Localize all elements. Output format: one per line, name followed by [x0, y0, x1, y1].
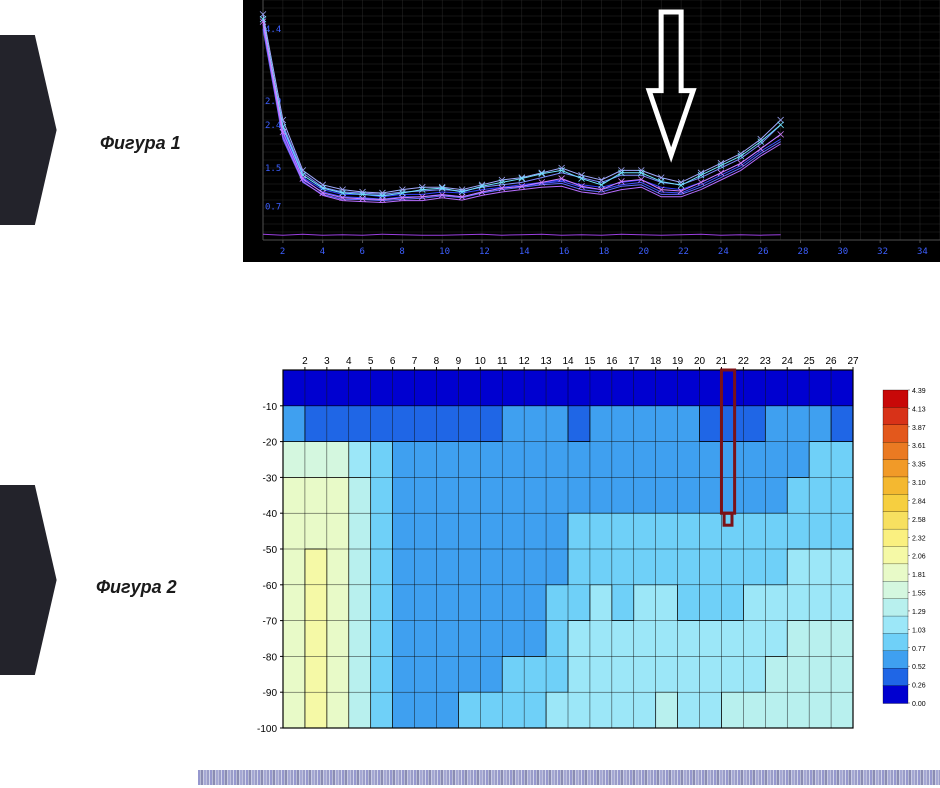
svg-text:2.58: 2.58	[912, 517, 926, 524]
svg-text:4.4: 4.4	[265, 25, 281, 35]
svg-text:6: 6	[390, 356, 396, 367]
svg-text:-20: -20	[263, 438, 278, 449]
svg-text:11: 11	[497, 356, 508, 367]
svg-text:20: 20	[694, 356, 706, 367]
figure-1-label: Фигура 1	[100, 133, 181, 154]
svg-text:22: 22	[678, 247, 689, 257]
svg-text:3.87: 3.87	[912, 425, 926, 432]
svg-text:8: 8	[399, 247, 404, 257]
svg-text:21: 21	[716, 356, 728, 367]
svg-text:3.10: 3.10	[912, 480, 926, 487]
svg-text:-60: -60	[263, 581, 278, 592]
svg-text:26: 26	[758, 247, 769, 257]
svg-text:3: 3	[324, 356, 330, 367]
svg-text:12: 12	[479, 247, 490, 257]
svg-text:7: 7	[412, 356, 418, 367]
svg-text:-50: -50	[263, 545, 278, 556]
svg-text:15: 15	[584, 356, 596, 367]
svg-text:10: 10	[475, 356, 487, 367]
svg-text:-30: -30	[263, 473, 278, 484]
svg-text:22: 22	[738, 356, 750, 367]
svg-text:13: 13	[541, 356, 553, 367]
svg-text:5: 5	[368, 356, 374, 367]
svg-text:32: 32	[877, 247, 888, 257]
svg-text:2.32: 2.32	[912, 535, 926, 542]
svg-text:26: 26	[826, 356, 838, 367]
svg-text:1.5: 1.5	[265, 164, 281, 174]
svg-text:4.39: 4.39	[912, 388, 926, 395]
svg-text:1.81: 1.81	[912, 572, 926, 579]
pentagon-marker-2	[0, 485, 60, 675]
svg-text:16: 16	[606, 356, 618, 367]
svg-text:23: 23	[760, 356, 772, 367]
svg-text:18: 18	[598, 247, 609, 257]
svg-text:19: 19	[672, 356, 684, 367]
svg-text:34: 34	[917, 247, 928, 257]
pentagon-marker-1	[0, 35, 60, 225]
svg-text:-40: -40	[263, 509, 278, 520]
svg-text:0.77: 0.77	[912, 646, 926, 653]
svg-text:0.00: 0.00	[912, 701, 926, 708]
svg-text:18: 18	[650, 356, 662, 367]
bottom-noise-strip	[198, 770, 940, 785]
svg-text:-90: -90	[263, 688, 278, 699]
svg-text:14: 14	[562, 356, 574, 367]
svg-text:8: 8	[434, 356, 440, 367]
svg-text:24: 24	[782, 356, 794, 367]
svg-text:-100: -100	[257, 724, 277, 735]
svg-text:30: 30	[837, 247, 848, 257]
svg-text:16: 16	[559, 247, 570, 257]
svg-text:-10: -10	[263, 402, 278, 413]
svg-text:2.84: 2.84	[912, 498, 926, 505]
svg-text:0.7: 0.7	[265, 202, 281, 212]
svg-text:10: 10	[439, 247, 450, 257]
figure-1-chart: 0.71.52.42.94.42468101214161820222426283…	[243, 0, 940, 262]
svg-text:2.06: 2.06	[912, 554, 926, 561]
figure-2-label: Фигура 2	[96, 577, 177, 598]
svg-text:12: 12	[519, 356, 531, 367]
svg-text:-70: -70	[263, 617, 278, 628]
svg-text:27: 27	[847, 356, 859, 367]
svg-text:6: 6	[360, 247, 365, 257]
svg-text:0.52: 0.52	[912, 664, 926, 671]
svg-text:1.29: 1.29	[912, 609, 926, 616]
svg-text:24: 24	[718, 247, 729, 257]
svg-text:25: 25	[804, 356, 816, 367]
figure-2-chart: 2345678910111213141516171819202122232425…	[243, 350, 940, 745]
svg-text:20: 20	[638, 247, 649, 257]
svg-text:17: 17	[628, 356, 640, 367]
svg-text:14: 14	[519, 247, 530, 257]
svg-text:3.35: 3.35	[912, 462, 926, 469]
svg-text:-80: -80	[263, 652, 278, 663]
svg-text:4: 4	[346, 356, 352, 367]
svg-text:2.4: 2.4	[265, 121, 281, 131]
svg-text:2: 2	[302, 356, 308, 367]
svg-text:28: 28	[798, 247, 809, 257]
svg-text:1.03: 1.03	[912, 627, 926, 634]
svg-text:3.61: 3.61	[912, 443, 926, 450]
svg-text:4.13: 4.13	[912, 406, 926, 413]
svg-text:9: 9	[456, 356, 462, 367]
svg-text:2: 2	[280, 247, 285, 257]
svg-text:4: 4	[320, 247, 325, 257]
svg-text:1.55: 1.55	[912, 591, 926, 598]
svg-text:0.26: 0.26	[912, 683, 926, 690]
